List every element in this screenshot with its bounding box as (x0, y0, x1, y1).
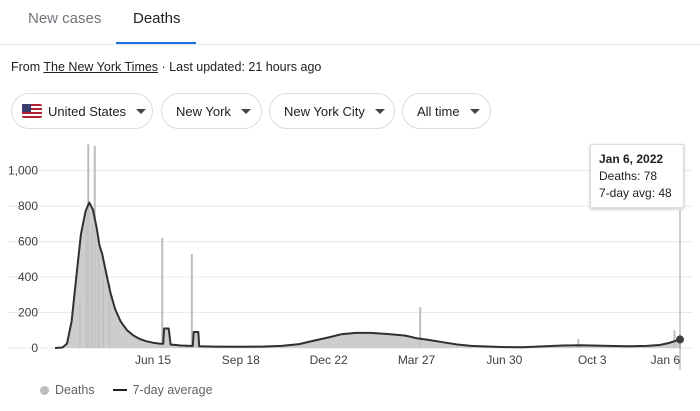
y-tick-label: 400 (18, 270, 38, 284)
average-legend-swatch (112, 389, 127, 391)
country-filter[interactable]: United States (11, 93, 153, 129)
state-filter[interactable]: New York (161, 93, 262, 129)
source-prefix: From (11, 60, 44, 74)
x-tick-label: Mar 27 (398, 353, 436, 367)
country-filter-label: United States (48, 103, 127, 119)
deaths-chart[interactable]: 0 200 400 600 800 1,000 Jun 15 Sep 18 Dec 22 Mar… (0, 140, 700, 375)
time-range-label: All time (417, 103, 460, 119)
death-bar (190, 253, 193, 348)
tab-bar: New cases Deaths (0, 0, 700, 45)
death-bar (161, 238, 164, 348)
last-updated: · Last updated: 21 hours ago (158, 60, 322, 74)
chevron-down-icon (240, 108, 251, 114)
tab-deaths[interactable]: Deaths (133, 10, 181, 27)
x-tick-label: Dec 22 (310, 353, 348, 367)
death-bar (419, 307, 422, 348)
time-range-filter[interactable]: All time (402, 93, 491, 129)
chevron-down-icon (469, 108, 480, 114)
active-tab-indicator (116, 42, 196, 44)
y-tick-label: 0 (31, 341, 38, 355)
x-tick-label: Sep 18 (222, 353, 260, 367)
chart-legend: Deaths 7-day average (40, 383, 213, 397)
x-tick-label: Jun 15 (135, 353, 171, 367)
chart-tooltip: Jan 6, 2022 Deaths: 78 7-day avg: 48 (590, 144, 684, 208)
tooltip-deaths: Deaths: 78 (599, 169, 658, 183)
x-tick-label: Jan 6 (651, 353, 681, 367)
death-bar (673, 330, 676, 348)
x-tick-label: Jun 30 (486, 353, 522, 367)
y-tick-label: 1,000 (8, 164, 38, 178)
y-tick-label: 600 (18, 235, 38, 249)
state-filter-label: New York (176, 103, 231, 119)
source-link[interactable]: The New York Times (43, 60, 159, 74)
legend-deaths: Deaths (55, 383, 95, 397)
legend-average: 7-day average (132, 383, 213, 397)
city-filter[interactable]: New York City (269, 93, 395, 129)
y-tick-label: 800 (18, 199, 38, 213)
y-tick-label: 200 (18, 306, 38, 320)
average-line (54, 201, 681, 349)
tab-new-cases[interactable]: New cases (28, 10, 102, 27)
average-area (55, 202, 680, 348)
chevron-down-icon (374, 108, 385, 114)
x-tick-label: Oct 3 (578, 353, 607, 367)
chevron-down-icon (136, 108, 147, 114)
death-bar (577, 339, 580, 348)
tooltip-date: Jan 6, 2022 (599, 152, 664, 166)
city-filter-label: New York City (284, 103, 365, 119)
deaths-legend-swatch (40, 385, 49, 395)
hover-point (676, 335, 684, 344)
us-flag-icon (22, 104, 42, 118)
source-line: From The New York Times · Last updated: … (11, 60, 321, 74)
tooltip-average: 7-day avg: 48 (599, 186, 672, 200)
